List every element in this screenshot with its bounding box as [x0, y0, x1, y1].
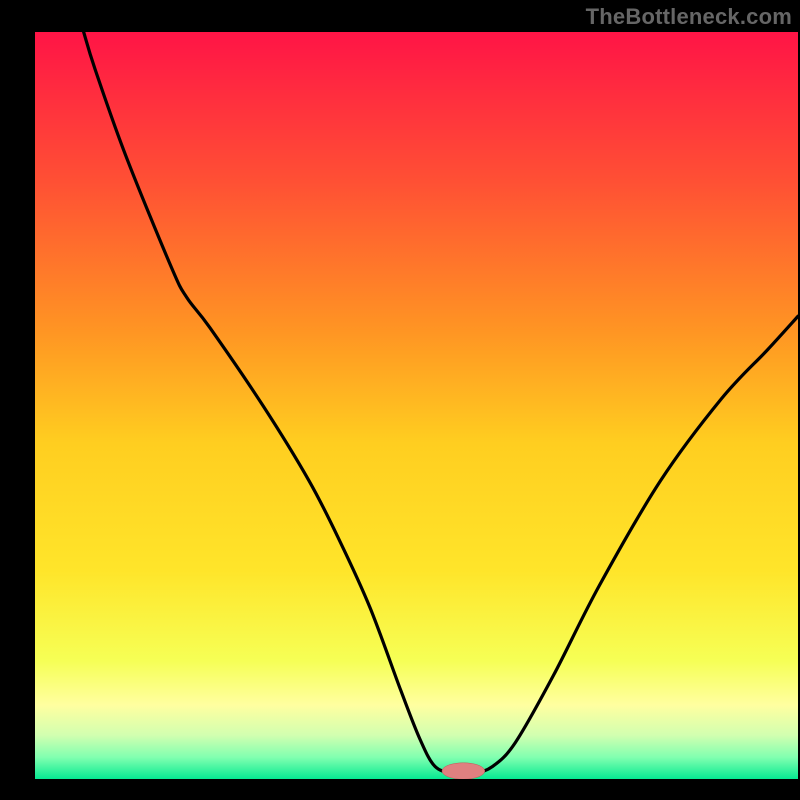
plot-background: [34, 32, 798, 780]
optimal-point-marker: [442, 763, 485, 779]
watermark-text: TheBottleneck.com: [586, 4, 792, 30]
bottleneck-chart: [0, 0, 800, 800]
chart-wrapper: TheBottleneck.com: [0, 0, 800, 800]
